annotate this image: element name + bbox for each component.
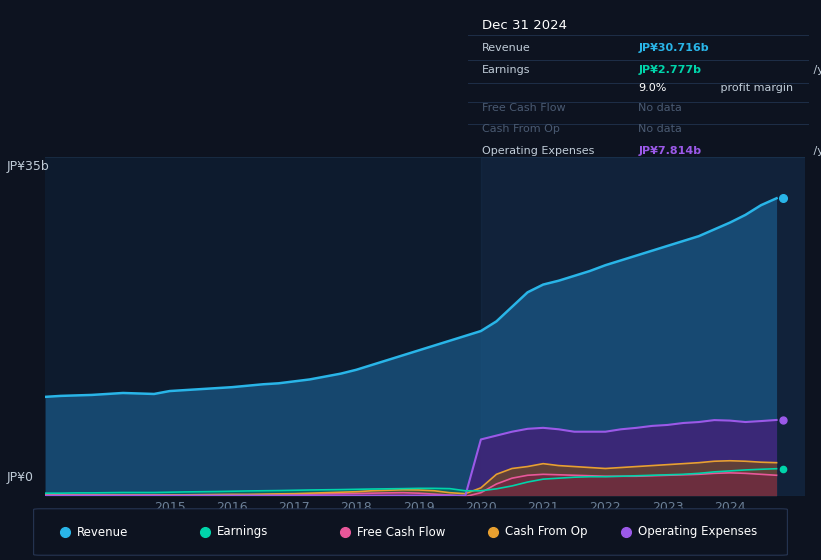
Text: JP¥30.716b: JP¥30.716b <box>639 43 709 53</box>
Text: No data: No data <box>639 104 682 113</box>
Text: 9.0%: 9.0% <box>639 83 667 92</box>
Text: JP¥0: JP¥0 <box>7 472 34 484</box>
Bar <box>481 157 821 496</box>
Text: Revenue: Revenue <box>482 43 530 53</box>
Text: /yr: /yr <box>810 65 821 75</box>
Text: JP¥2.777b: JP¥2.777b <box>639 65 701 75</box>
Text: No data: No data <box>639 124 682 134</box>
Text: Earnings: Earnings <box>482 65 530 75</box>
Text: JP¥7.814b: JP¥7.814b <box>639 146 701 156</box>
Text: Dec 31 2024: Dec 31 2024 <box>482 19 566 32</box>
Text: Operating Expenses: Operating Expenses <box>638 525 757 539</box>
Text: Cash From Op: Cash From Op <box>505 525 588 539</box>
Text: /yr: /yr <box>810 146 821 156</box>
Text: Earnings: Earnings <box>217 525 268 539</box>
Text: Revenue: Revenue <box>76 525 128 539</box>
Text: profit margin: profit margin <box>717 83 793 92</box>
Text: Free Cash Flow: Free Cash Flow <box>357 525 446 539</box>
Text: JP¥35b: JP¥35b <box>7 160 49 172</box>
Text: Free Cash Flow: Free Cash Flow <box>482 104 565 113</box>
FancyBboxPatch shape <box>34 509 787 555</box>
Text: Cash From Op: Cash From Op <box>482 124 559 134</box>
Text: Operating Expenses: Operating Expenses <box>482 146 594 156</box>
